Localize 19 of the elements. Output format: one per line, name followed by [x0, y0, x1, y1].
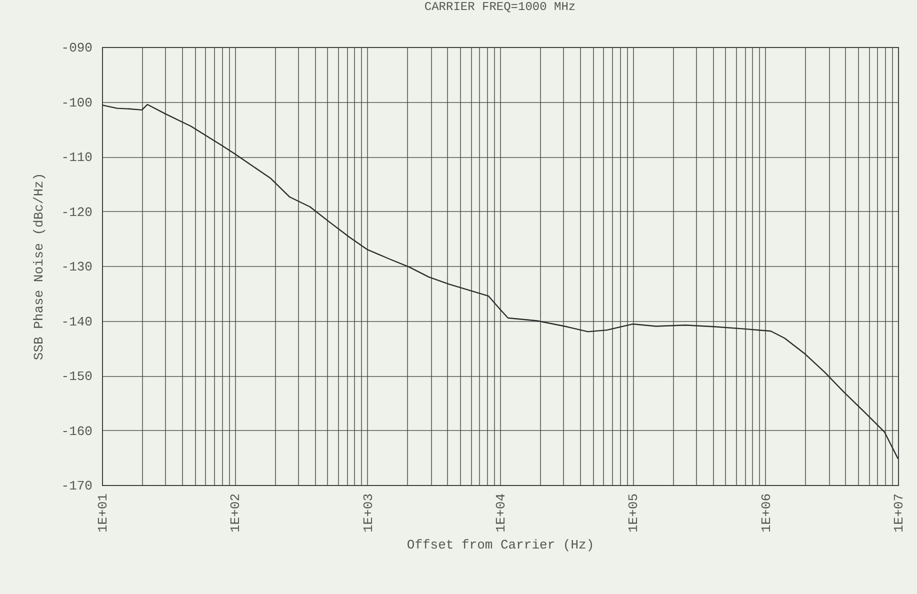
x-tick-label: 1E+07: [892, 494, 906, 533]
x-axis-title: Offset from Carrier (Hz): [406, 538, 594, 553]
y-tick-label: -140: [61, 314, 92, 330]
y-tick-label: -170: [61, 478, 92, 494]
y-tick-label: -110: [61, 150, 92, 165]
y-axis-title: SSB Phase Noise (dBc/Hz): [31, 172, 46, 360]
x-tick-label: 1E+03: [360, 494, 376, 533]
x-tick-label: 1E+04: [494, 493, 508, 533]
x-tick-label: 1E+05: [626, 494, 642, 533]
y-tick-label: -120: [61, 204, 92, 220]
y-tick-label: -160: [61, 424, 92, 439]
chart-title: CARRIER FREQ=1000 MHz: [424, 0, 576, 14]
x-tick-label: 1E+06: [758, 494, 774, 533]
y-tick-label: -130: [61, 260, 92, 274]
y-tick-label: -150: [61, 369, 92, 384]
x-tick-label: 1E+02: [228, 494, 244, 533]
y-tick-label: -090: [61, 40, 92, 56]
y-tick-label: -100: [61, 95, 92, 110]
x-tick-label: 1E+01: [96, 493, 110, 533]
